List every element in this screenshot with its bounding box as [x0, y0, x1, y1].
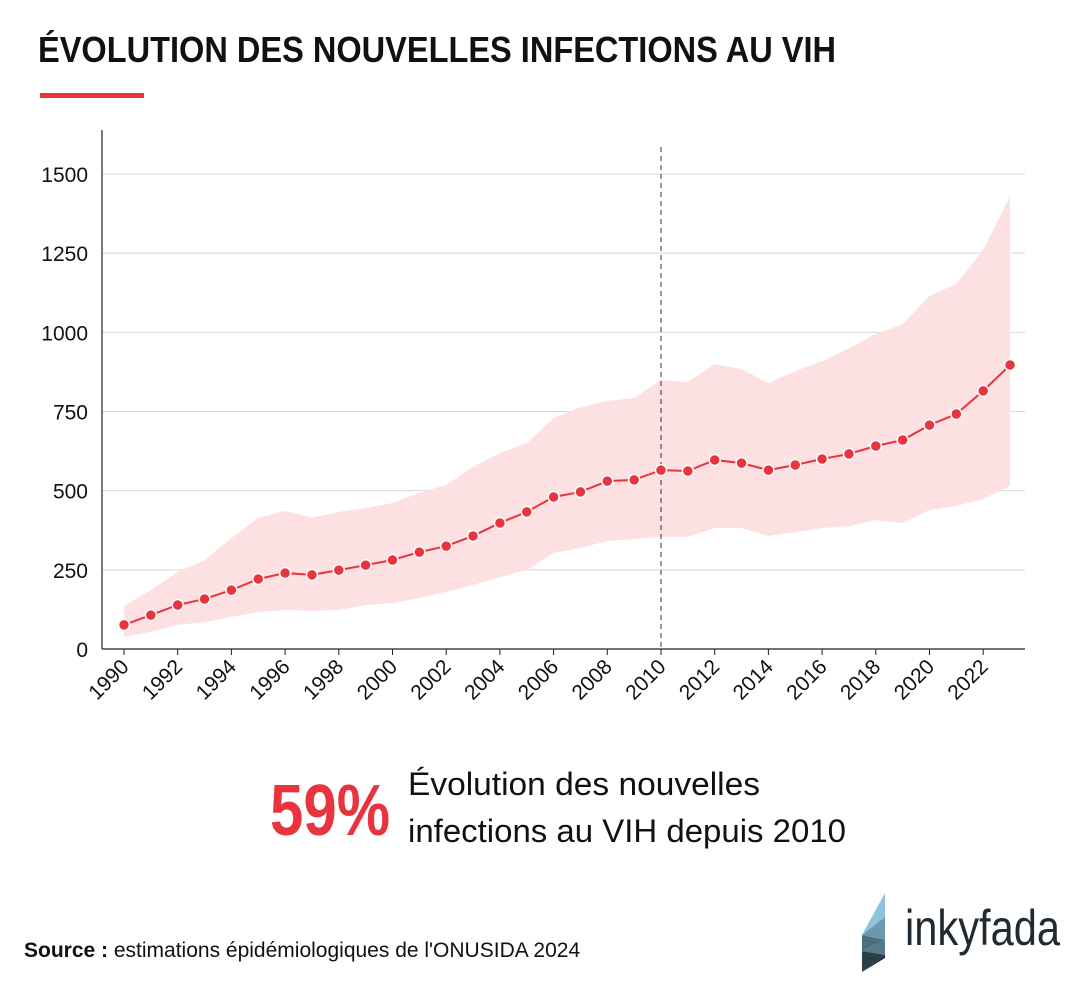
x-tick-label: 2002	[406, 655, 455, 704]
data-point	[735, 456, 748, 470]
source-note: Source : estimations épidémiologiques de…	[24, 939, 580, 962]
data-point	[762, 463, 775, 477]
highlight-line-1: Évolution des nouvelles	[408, 766, 760, 802]
y-tick-label: 1250	[41, 243, 88, 266]
y-tick-label: 500	[53, 481, 88, 504]
data-point	[1003, 358, 1017, 372]
x-tick-label: 2008	[568, 655, 617, 704]
gridlines	[102, 173, 1025, 571]
data-point	[413, 545, 426, 559]
y-tick-label: 1500	[41, 164, 88, 187]
data-point	[842, 447, 856, 461]
source-text: estimations épidémiologiques de l'ONUSID…	[108, 939, 580, 962]
source-label: Source :	[24, 939, 108, 962]
highlight-value: 59%	[270, 771, 390, 851]
data-point	[708, 453, 721, 467]
x-tick-label: 1996	[245, 655, 294, 704]
data-point	[117, 618, 131, 632]
chart-title: ÉVOLUTION DES NOUVELLES INFECTIONS AU VI…	[38, 29, 836, 70]
x-tick-label: 2004	[460, 655, 510, 705]
x-tick-label: 1992	[138, 655, 187, 704]
x-tick-label: 1994	[192, 655, 242, 705]
data-point	[789, 458, 802, 472]
x-tick-label: 2006	[514, 655, 563, 704]
x-tick-label: 2014	[729, 655, 779, 705]
x-tick-label: 2016	[782, 655, 831, 704]
y-tick-labels: 0 250 500 750 1000 1250 1500	[41, 164, 88, 662]
data-point	[466, 529, 480, 543]
data-point	[601, 474, 614, 488]
confidence-band	[124, 196, 1011, 637]
inkyfada-logo: inkyfada	[862, 893, 1060, 972]
x-tick-label: 2018	[836, 655, 885, 704]
logo-text: inkyfada	[905, 900, 1060, 956]
data-point	[305, 568, 319, 582]
data-point	[198, 592, 211, 606]
data-point	[144, 608, 158, 622]
data-point	[439, 539, 453, 553]
x-tick-label: 2012	[675, 655, 724, 704]
series-line	[123, 364, 1011, 626]
data-point	[386, 553, 399, 567]
data-point	[520, 505, 533, 519]
data-point	[574, 485, 587, 499]
data-point	[171, 598, 184, 612]
x-tick-label: 1990	[84, 655, 133, 704]
data-point	[681, 464, 695, 478]
data-point	[332, 563, 346, 577]
data-point	[654, 463, 668, 477]
x-tick-labels: 1990 1992 1994 1996 1998 2000 2002 2004 2006 2008…	[84, 649, 993, 705]
x-tick-label: 1998	[299, 655, 348, 704]
x-tick-label: 2010	[621, 655, 670, 704]
highlight-line-2: infections au VIH depuis 2010	[408, 813, 846, 849]
y-tick-label: 1000	[41, 322, 88, 345]
data-point	[225, 583, 238, 597]
data-point	[923, 418, 936, 432]
data-point	[547, 490, 560, 504]
y-tick-label: 750	[53, 402, 88, 425]
data-point	[252, 572, 265, 586]
data-point	[815, 452, 829, 466]
data-point	[976, 384, 990, 398]
title-underline	[40, 93, 144, 98]
data-point	[627, 473, 641, 487]
data-point	[359, 558, 372, 572]
x-tick-label: 2020	[890, 655, 939, 704]
data-point	[493, 516, 507, 530]
data-point	[950, 407, 963, 421]
x-tick-label: 2000	[353, 655, 402, 704]
data-point	[896, 433, 909, 447]
x-tick-label: 2022	[943, 655, 992, 704]
data-point	[869, 439, 883, 453]
y-tick-label: 250	[53, 560, 88, 583]
y-tick-label: 0	[76, 639, 88, 662]
data-point	[278, 566, 292, 580]
logo-mark-icon	[862, 893, 885, 972]
data-points	[117, 358, 1017, 632]
